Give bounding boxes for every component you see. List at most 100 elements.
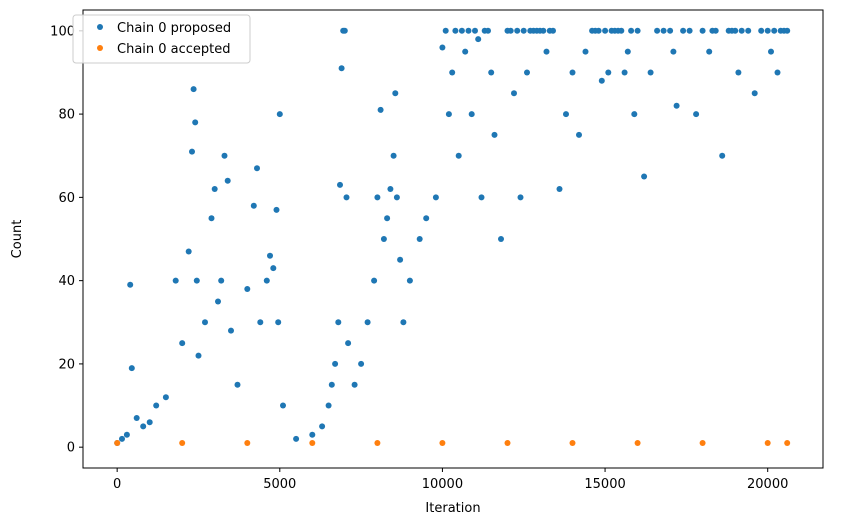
data-point <box>631 111 638 118</box>
data-point <box>195 352 202 359</box>
data-point <box>185 248 192 255</box>
data-point <box>768 48 774 55</box>
axes: 0 5000 10000 15000 20000 0 20 40 60 80 100 <box>50 9 824 492</box>
data-point <box>751 90 758 97</box>
data-point <box>507 27 514 34</box>
x-tick-label: 5000 <box>263 477 296 492</box>
legend-label-proposed: Chain 0 proposed <box>117 21 231 36</box>
data-point <box>774 69 781 76</box>
data-point <box>202 319 208 326</box>
data-point <box>390 152 397 159</box>
data-point <box>338 65 345 72</box>
data-point <box>462 48 469 55</box>
data-point <box>624 48 631 55</box>
data-point <box>406 277 413 284</box>
data-point <box>228 327 234 334</box>
data-point <box>667 27 674 34</box>
data-point <box>468 111 475 118</box>
data-point <box>452 27 459 34</box>
data-point <box>745 27 752 34</box>
data-point <box>337 181 343 188</box>
data-point <box>458 27 465 34</box>
data-point <box>540 27 547 34</box>
y-tick-label: 60 <box>58 191 75 206</box>
data-point <box>654 27 661 34</box>
data-point <box>189 148 195 155</box>
data-point <box>374 440 381 446</box>
data-point <box>276 111 283 118</box>
data-point <box>784 27 791 34</box>
legend-label-accepted: Chain 0 accepted <box>117 42 231 57</box>
data-point <box>224 177 231 184</box>
data-point <box>764 440 771 446</box>
data-point <box>439 44 446 51</box>
data-point <box>641 173 648 180</box>
data-point <box>550 27 556 34</box>
data-point <box>140 423 147 430</box>
data-point <box>127 281 134 288</box>
data-point <box>563 111 569 118</box>
x-tick-label: 15000 <box>584 477 625 492</box>
data-point <box>680 27 687 34</box>
data-point <box>738 27 745 34</box>
data-point <box>133 415 140 421</box>
data-point <box>371 277 378 284</box>
data-point <box>569 69 576 76</box>
data-point <box>343 194 350 201</box>
data-point <box>670 48 677 55</box>
data-point <box>660 27 667 34</box>
x-tick-label: 20000 <box>747 477 788 492</box>
y-tick-label: 0 <box>67 441 75 456</box>
data-point <box>208 215 215 222</box>
data-point <box>162 394 169 401</box>
data-point <box>273 206 280 213</box>
data-point <box>504 440 511 446</box>
plot-area <box>114 27 791 446</box>
data-point <box>377 106 384 113</box>
data-point <box>582 48 589 55</box>
data-point <box>520 27 527 34</box>
data-point <box>491 131 498 138</box>
data-point <box>488 69 495 76</box>
data-point <box>392 90 399 97</box>
data-point <box>345 340 352 347</box>
data-point <box>602 27 609 34</box>
data-point <box>455 152 462 159</box>
data-point <box>628 27 635 34</box>
data-point <box>524 69 530 76</box>
data-point <box>380 236 387 242</box>
series-1 <box>114 440 791 446</box>
data-point <box>192 119 199 126</box>
data-point <box>280 402 286 409</box>
data-point <box>128 365 135 372</box>
data-point <box>465 27 472 34</box>
data-point <box>275 319 282 326</box>
data-point <box>517 194 524 201</box>
data-point <box>119 435 125 442</box>
data-point <box>179 440 186 446</box>
data-point <box>673 102 680 109</box>
data-point <box>445 111 452 118</box>
data-point <box>699 27 706 34</box>
data-point <box>114 440 121 446</box>
plot-frame <box>82 9 824 469</box>
data-point <box>618 27 625 34</box>
data-point <box>472 27 478 34</box>
data-point <box>257 319 264 326</box>
data-point <box>341 27 348 34</box>
data-point <box>332 360 339 367</box>
data-point <box>569 440 576 446</box>
data-point <box>764 27 771 34</box>
data-point <box>712 27 719 34</box>
data-point <box>400 319 407 326</box>
data-point <box>423 215 430 222</box>
data-point <box>263 277 270 284</box>
data-point <box>485 27 491 34</box>
data-point <box>146 419 153 426</box>
data-point <box>358 360 365 367</box>
data-point <box>387 186 394 192</box>
y-tick-label: 20 <box>58 357 75 372</box>
data-point <box>634 440 641 446</box>
x-tick-label: 10000 <box>422 477 463 492</box>
